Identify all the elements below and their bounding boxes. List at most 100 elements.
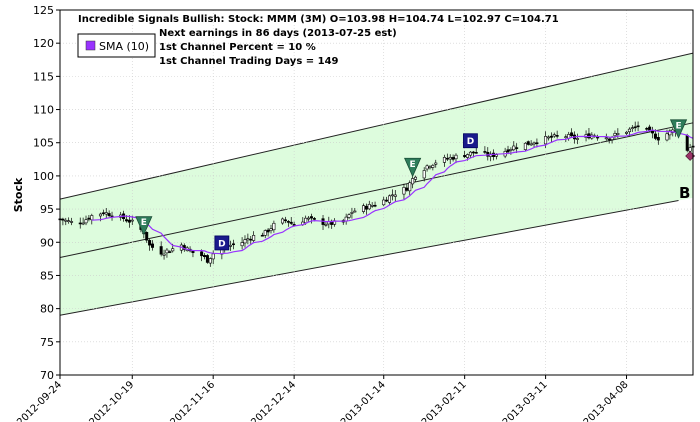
plot-frame xyxy=(59,9,694,376)
candle-body xyxy=(78,222,82,225)
candle-body xyxy=(555,135,559,137)
candle-body xyxy=(575,138,579,140)
candle-body xyxy=(526,141,530,145)
sma-series xyxy=(91,129,694,255)
earnings-marker-shape xyxy=(669,119,688,139)
candle-body xyxy=(373,204,377,207)
candle-body xyxy=(252,235,256,241)
y-tick-label: 95 xyxy=(40,203,54,216)
candle-body xyxy=(107,213,111,216)
candle-body xyxy=(474,152,478,154)
candle-body xyxy=(434,162,438,165)
candle-body xyxy=(668,130,672,136)
candle-body xyxy=(90,215,94,221)
candle-body xyxy=(616,133,620,135)
candle-body xyxy=(648,126,652,131)
candle-body xyxy=(229,245,233,247)
candle-body xyxy=(127,219,131,223)
candle-body xyxy=(211,253,215,260)
candle-body xyxy=(428,166,432,169)
earnings-marker: E xyxy=(135,216,153,236)
candle-body xyxy=(269,228,273,231)
dividend-marker-label: D xyxy=(467,137,474,147)
candle-body xyxy=(535,142,539,145)
candle-body xyxy=(70,221,74,223)
candle-body xyxy=(145,232,149,241)
candle-body xyxy=(411,178,415,185)
candle-body xyxy=(625,131,629,134)
candle-body xyxy=(283,219,287,222)
candle-body xyxy=(130,219,134,222)
candle-body xyxy=(87,217,91,220)
y-tick-label: 105 xyxy=(33,137,54,150)
candle-body xyxy=(494,154,498,157)
candle-body xyxy=(260,234,264,237)
candle-body xyxy=(512,145,516,151)
candle-body xyxy=(350,212,354,214)
candle-body xyxy=(347,214,351,218)
title-line-4: 1st Channel Trading Days = 149 xyxy=(159,56,339,67)
candle-body xyxy=(390,194,394,197)
candle-body xyxy=(422,170,426,179)
title-line-1: Incredible Signals Bullish: Stock: MMM (… xyxy=(78,14,559,25)
candle-body xyxy=(665,133,669,141)
channel-upper-line xyxy=(59,52,694,200)
candle-body xyxy=(468,151,472,156)
candle-body xyxy=(240,242,244,247)
earnings-marker: E xyxy=(669,119,688,139)
candle-body xyxy=(408,182,412,192)
candle-body xyxy=(191,250,195,253)
candle-body xyxy=(656,137,660,141)
earnings-marker: E xyxy=(404,157,422,178)
candle-body xyxy=(653,133,657,139)
candle-body xyxy=(442,157,446,163)
legend: SMA (10) xyxy=(77,33,156,58)
title-line-2: Next earnings in 86 days (2013-07-25 est… xyxy=(159,28,397,39)
y-tick-label: 110 xyxy=(33,104,54,117)
candle-body xyxy=(64,219,68,222)
candle-body xyxy=(570,132,574,136)
earnings-marker-shape xyxy=(135,216,153,236)
dividend-marker: D xyxy=(214,235,230,251)
candle-body xyxy=(506,149,510,153)
candle-body xyxy=(266,229,270,233)
channel-middle-line xyxy=(59,122,694,259)
candle-body xyxy=(532,142,536,145)
event-markers: E D E D E xyxy=(135,119,696,251)
candle-body xyxy=(630,127,634,129)
candle-body xyxy=(364,205,368,210)
y-tick-label: 70 xyxy=(40,369,54,382)
candle-body xyxy=(431,165,435,168)
candle-body xyxy=(466,154,470,158)
candle-body xyxy=(405,187,409,191)
candle-body xyxy=(607,138,611,141)
candle-body xyxy=(685,135,689,151)
candle-body xyxy=(636,125,640,128)
candle-body xyxy=(546,136,550,139)
y-tick-label: 85 xyxy=(40,269,54,282)
candle-body xyxy=(454,154,458,160)
candle-body xyxy=(544,136,548,145)
candle-body xyxy=(645,128,649,130)
title-line-3: 1st Channel Percent = 10 % xyxy=(159,42,316,53)
candle-body xyxy=(231,243,235,246)
candle-body xyxy=(150,243,154,248)
candle-body xyxy=(312,218,316,220)
candle-body xyxy=(382,199,386,206)
candle-body xyxy=(463,155,467,158)
y-tick-label: 115 xyxy=(33,70,54,83)
candle-body xyxy=(124,219,128,222)
candle-body xyxy=(515,147,519,149)
earnings-marker-label: E xyxy=(410,160,416,170)
candle-body xyxy=(168,251,172,253)
candle-body xyxy=(286,221,290,223)
candle-body xyxy=(445,157,449,160)
candle-body xyxy=(148,240,152,246)
candle-body xyxy=(272,222,276,231)
legend-box xyxy=(77,33,156,58)
candle-body xyxy=(171,248,175,252)
candle-body xyxy=(162,253,166,256)
candle-body xyxy=(309,216,313,219)
candle-body xyxy=(208,258,212,264)
